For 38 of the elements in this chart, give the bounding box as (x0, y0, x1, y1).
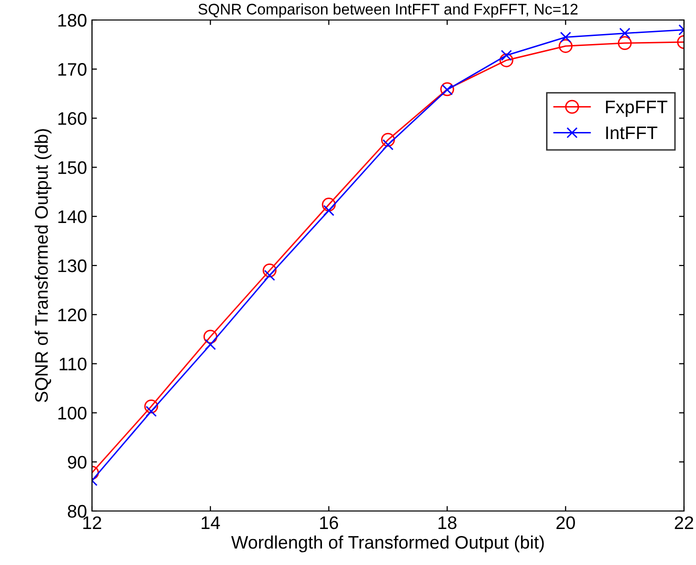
x-tick-label: 20 (556, 516, 575, 530)
x-tick-label: 18 (438, 516, 456, 530)
point (619, 28, 630, 39)
point (262, 263, 277, 278)
x-tick-label: 12 (83, 516, 102, 529)
x-tick-label: 22 (674, 516, 694, 529)
point (323, 204, 334, 216)
point (264, 270, 276, 281)
y-tick-label: 140 (58, 210, 86, 224)
point (560, 32, 572, 43)
y-tick-label: 120 (58, 308, 86, 322)
y-axis-title: SQNR of Transformed Output (db) (34, 129, 52, 402)
y-tick-label: 90 (68, 456, 86, 469)
y-tick-label: 150 (58, 161, 86, 174)
point (382, 139, 394, 150)
x-axis-title: Wordlength of Transformed Output (bit) (231, 535, 544, 552)
point (322, 198, 336, 212)
point (558, 39, 573, 53)
legend-label: IntFFT (606, 126, 658, 140)
point (500, 50, 512, 61)
x-tick-label: 16 (320, 516, 338, 530)
point (499, 53, 514, 68)
y-tick-label: 170 (58, 63, 86, 76)
legend-label: FxpFFT (606, 100, 668, 117)
y-tick-label: 130 (58, 259, 86, 272)
y-tick-label: 180 (58, 14, 86, 27)
y-tick-label: 100 (58, 406, 86, 420)
y-tick-label: 160 (58, 112, 86, 125)
point (618, 36, 632, 50)
point (203, 330, 218, 344)
point (144, 399, 158, 414)
y-tick-label: 80 (68, 504, 86, 518)
point (204, 338, 216, 350)
point (146, 406, 157, 417)
point (381, 132, 395, 147)
x-tick-label: 14 (202, 516, 220, 529)
chart-title: SQNR Comparison between IntFFT and FxpFFT, Nc=12 (198, 3, 578, 18)
y-tick-label: 110 (60, 358, 86, 370)
